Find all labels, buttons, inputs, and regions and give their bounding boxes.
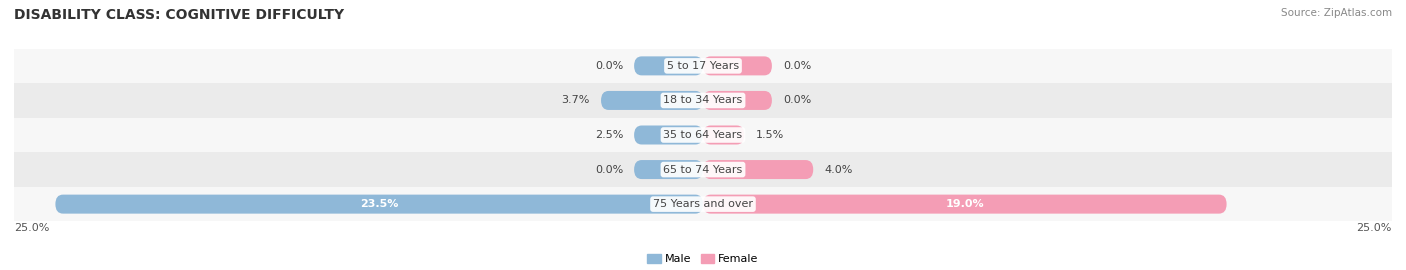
Text: Source: ZipAtlas.com: Source: ZipAtlas.com <box>1281 8 1392 18</box>
FancyBboxPatch shape <box>55 195 703 214</box>
FancyBboxPatch shape <box>703 126 744 144</box>
Text: 0.0%: 0.0% <box>595 164 623 175</box>
Text: 3.7%: 3.7% <box>561 95 591 106</box>
Text: 65 to 74 Years: 65 to 74 Years <box>664 164 742 175</box>
Legend: Male, Female: Male, Female <box>647 254 759 264</box>
Text: 23.5%: 23.5% <box>360 199 398 209</box>
Text: 0.0%: 0.0% <box>783 61 811 71</box>
Bar <box>14 118 1392 152</box>
FancyBboxPatch shape <box>703 195 1226 214</box>
Text: DISABILITY CLASS: COGNITIVE DIFFICULTY: DISABILITY CLASS: COGNITIVE DIFFICULTY <box>14 8 344 22</box>
Text: 75 Years and over: 75 Years and over <box>652 199 754 209</box>
FancyBboxPatch shape <box>703 56 772 75</box>
Bar <box>14 83 1392 118</box>
Bar <box>14 152 1392 187</box>
Text: 0.0%: 0.0% <box>595 61 623 71</box>
Text: 25.0%: 25.0% <box>1357 223 1392 233</box>
Text: 2.5%: 2.5% <box>595 130 623 140</box>
Text: 4.0%: 4.0% <box>824 164 852 175</box>
Text: 25.0%: 25.0% <box>14 223 49 233</box>
Text: 18 to 34 Years: 18 to 34 Years <box>664 95 742 106</box>
Text: 1.5%: 1.5% <box>755 130 783 140</box>
FancyBboxPatch shape <box>703 160 813 179</box>
Bar <box>14 49 1392 83</box>
FancyBboxPatch shape <box>703 91 772 110</box>
FancyBboxPatch shape <box>634 126 703 144</box>
FancyBboxPatch shape <box>634 56 703 75</box>
Text: 35 to 64 Years: 35 to 64 Years <box>664 130 742 140</box>
FancyBboxPatch shape <box>634 160 703 179</box>
Text: 5 to 17 Years: 5 to 17 Years <box>666 61 740 71</box>
FancyBboxPatch shape <box>600 91 703 110</box>
Text: 19.0%: 19.0% <box>945 199 984 209</box>
Text: 0.0%: 0.0% <box>783 95 811 106</box>
Bar <box>14 187 1392 221</box>
